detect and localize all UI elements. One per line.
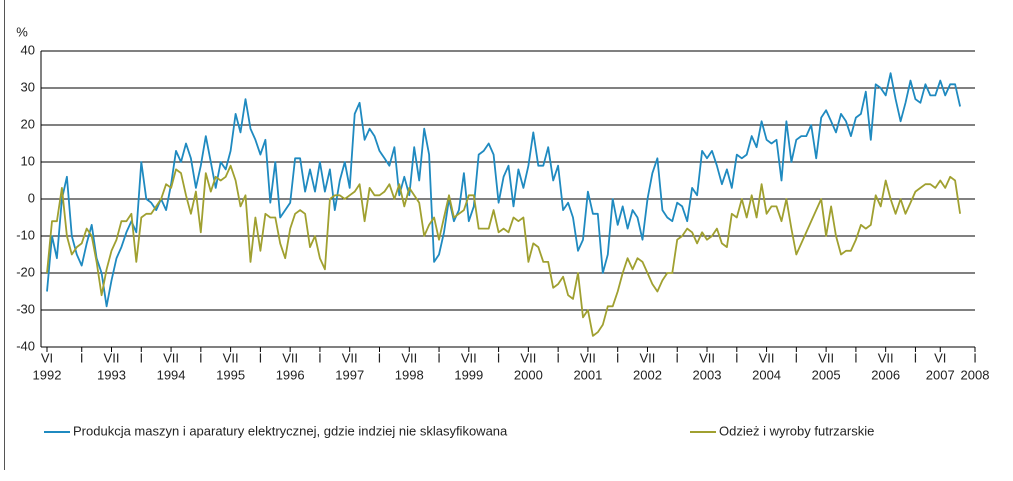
x-year-label: 2003 xyxy=(693,367,722,382)
x-year-label: 2004 xyxy=(752,367,781,382)
x-year-label: 1998 xyxy=(395,367,424,382)
x-tick-label: VI xyxy=(41,350,53,365)
x-year-label: 2006 xyxy=(871,367,900,382)
legend-label: Odzież i wyroby futrzarskie xyxy=(719,423,874,438)
x-tick-label: VII xyxy=(282,350,298,365)
x-tick-label: I xyxy=(139,350,143,365)
x-year-label: 1996 xyxy=(276,367,305,382)
x-year-label: 1994 xyxy=(157,367,186,382)
legend-label: Produkcja maszyn i aparatury elektryczne… xyxy=(73,423,508,438)
y-tick-label: 20 xyxy=(21,116,35,131)
x-year-label: 1993 xyxy=(97,367,126,382)
x-tick-label: I xyxy=(616,350,620,365)
y-tick-label: 10 xyxy=(21,153,35,168)
x-tick-label: VII xyxy=(223,350,239,365)
x-year-label: 2008 xyxy=(961,367,990,382)
x-tick-label: VII xyxy=(163,350,179,365)
x-tick-label: VII xyxy=(461,350,477,365)
x-tick-label: I xyxy=(795,350,799,365)
x-tick-label: VII xyxy=(342,350,358,365)
x-tick-label: VII xyxy=(878,350,894,365)
x-tick-label: VII xyxy=(520,350,536,365)
y-tick-label: -10 xyxy=(16,227,35,242)
series-line xyxy=(46,164,961,337)
x-year-label: 1999 xyxy=(454,367,483,382)
y-tick-label: 30 xyxy=(21,79,35,94)
y-tick-label: -20 xyxy=(16,264,35,279)
x-tick-label: I xyxy=(259,350,263,365)
x-tick-label: I xyxy=(675,350,679,365)
y-axis-label: % xyxy=(16,24,28,39)
x-tick-label: I xyxy=(914,350,918,365)
x-tick-label: I xyxy=(973,350,977,365)
x-year-label: 1995 xyxy=(216,367,245,382)
x-tick-label: I xyxy=(735,350,739,365)
x-year-label: 1992 xyxy=(33,367,62,382)
x-tick-label: VII xyxy=(580,350,596,365)
y-tick-label: -40 xyxy=(16,338,35,353)
x-tick-label: VII xyxy=(640,350,656,365)
x-tick-label: I xyxy=(556,350,560,365)
x-tick-label: VII xyxy=(818,350,834,365)
x-tick-label: VII xyxy=(699,350,715,365)
x-year-label: 2000 xyxy=(514,367,543,382)
x-tick-label: I xyxy=(854,350,858,365)
y-tick-label: 0 xyxy=(28,190,35,205)
x-tick-label: VII xyxy=(759,350,775,365)
series-line xyxy=(46,72,961,308)
x-tick-label: VII xyxy=(104,350,120,365)
x-year-label: 1997 xyxy=(335,367,364,382)
y-tick-label: 40 xyxy=(21,42,35,57)
x-tick-label: VII xyxy=(401,350,417,365)
x-tick-label: I xyxy=(497,350,501,365)
x-tick-label: I xyxy=(378,350,382,365)
x-tick-label: I xyxy=(437,350,441,365)
x-tick-label: I xyxy=(199,350,203,365)
x-year-label: 2005 xyxy=(812,367,841,382)
x-year-label: 2001 xyxy=(573,367,602,382)
x-tick-label: I xyxy=(318,350,322,365)
x-year-label: 2007 xyxy=(926,367,955,382)
x-year-label: 2002 xyxy=(633,367,662,382)
x-tick-label: VI xyxy=(934,350,946,365)
y-tick-label: -30 xyxy=(16,301,35,316)
x-tick-label: I xyxy=(80,350,84,365)
